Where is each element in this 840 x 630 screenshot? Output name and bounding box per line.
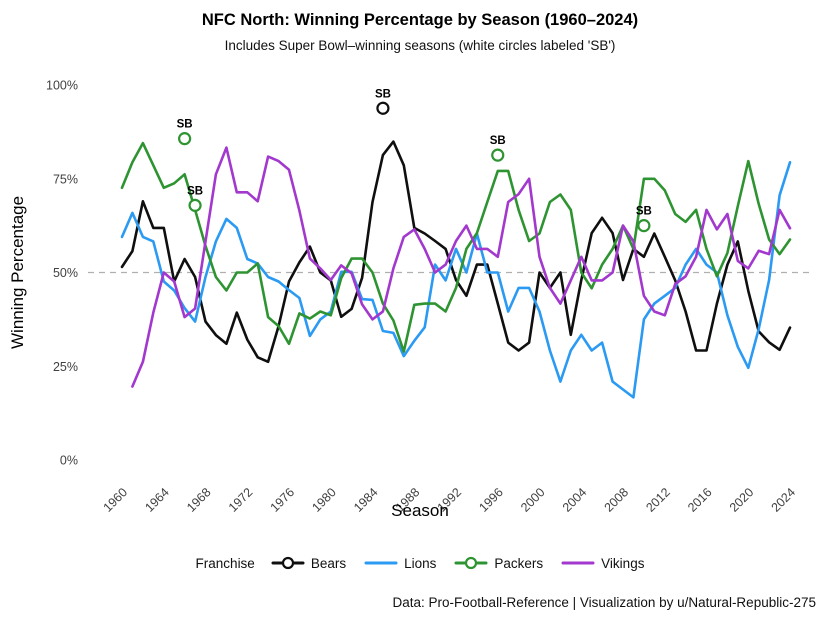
y-tick-label: 100% <box>46 79 78 93</box>
x-axis-title: Season <box>391 501 449 520</box>
sb-marker-packers-1966 <box>178 132 192 146</box>
sb-label-packers-1966: SB <box>177 119 193 131</box>
sb-label-packers-1967: SB <box>187 185 203 197</box>
chart-title: NFC North: Winning Percentage by Season … <box>201 11 639 29</box>
sb-label-packers-2010: SB <box>636 206 652 218</box>
legend: Franchise Bears Lions Packers Vikings <box>0 555 840 571</box>
series-line-vikings <box>131 146 792 388</box>
legend-item-packers: Packers <box>454 555 543 571</box>
legend-label: Vikings <box>601 555 645 571</box>
legend-title: Franchise <box>195 555 255 571</box>
legend-key-icon <box>454 556 488 570</box>
sb-marker-packers-1996 <box>491 148 505 162</box>
series-line-packers <box>120 141 792 353</box>
y-tick-label: 0% <box>60 454 78 468</box>
caption: Data: Pro-Football-Reference | Visualiza… <box>392 595 816 610</box>
sb-marker-packers-2010 <box>637 219 651 233</box>
legend-item-bears: Bears <box>271 555 346 571</box>
legend-item-vikings: Vikings <box>561 555 644 571</box>
series-line-bears <box>120 140 792 364</box>
legend-key-icon <box>561 561 595 565</box>
legend-items: Bears Lions Packers Vikings <box>271 555 644 571</box>
legend-label: Bears <box>310 555 347 571</box>
sb-label-bears-1985: SB <box>375 88 391 100</box>
y-tick-label: 75% <box>53 172 78 186</box>
y-tick-label: 25% <box>53 360 78 374</box>
chart-subtitle: Includes Super Bowl–winning seasons (whi… <box>224 38 616 53</box>
sb-label-packers-1996: SB <box>490 135 506 147</box>
sb-marker-packers-1967 <box>188 198 202 212</box>
legend-item-lions: Lions <box>364 555 436 571</box>
legend-key-icon <box>271 556 305 570</box>
legend-key-icon <box>364 561 398 565</box>
legend-label: Packers <box>494 555 544 571</box>
y-tick-label: 50% <box>53 266 78 280</box>
legend-label: Lions <box>404 555 437 571</box>
plot-area: 0%25%50%75%100%1960 1964 1968 1972 1976 1980 1… <box>46 79 812 515</box>
sb-marker-bears-1985 <box>376 101 390 115</box>
